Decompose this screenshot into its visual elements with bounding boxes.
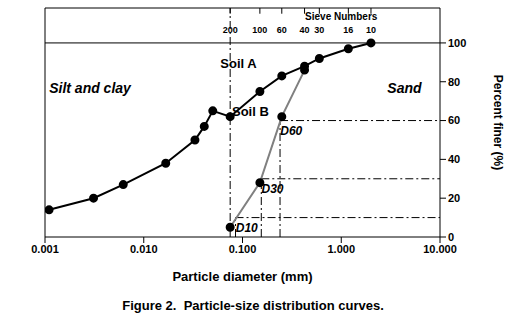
svg-text:20: 20 <box>448 192 460 204</box>
svg-text:10: 10 <box>366 25 376 35</box>
svg-text:40: 40 <box>448 153 460 165</box>
svg-text:60: 60 <box>448 114 460 126</box>
svg-text:0.010: 0.010 <box>130 243 158 255</box>
svg-text:80: 80 <box>448 76 460 88</box>
svg-text:Particle diameter (mm): Particle diameter (mm) <box>172 269 312 284</box>
svg-text:Soil B: Soil B <box>232 104 269 119</box>
svg-text:Sand: Sand <box>387 80 422 96</box>
svg-text:40: 40 <box>300 25 310 35</box>
svg-text:Silt and clay: Silt and clay <box>49 80 132 96</box>
svg-text:30: 30 <box>314 25 324 35</box>
svg-text:D30: D30 <box>262 182 284 196</box>
svg-text:Sieve Numbers: Sieve Numbers <box>305 11 378 22</box>
html-text:Figure 2. Particle-size distri: Figure 2. Particle-size distribution cur… <box>122 298 384 313</box>
svg-text:200: 200 <box>223 25 238 35</box>
svg-text:0: 0 <box>448 231 454 243</box>
svg-text:60: 60 <box>277 25 287 35</box>
svg-text:10.000: 10.000 <box>423 243 457 255</box>
svg-text:100: 100 <box>448 37 466 49</box>
svg-text:16: 16 <box>343 25 353 35</box>
svg-text:1.000: 1.000 <box>327 243 355 255</box>
svg-text:Percent finer (%): Percent finer (%) <box>491 75 498 170</box>
svg-text:0.001: 0.001 <box>31 243 59 255</box>
svg-text:D10: D10 <box>236 221 258 235</box>
svg-text:100: 100 <box>252 25 267 35</box>
svg-text:0.100: 0.100 <box>229 243 257 255</box>
svg-text:Soil A: Soil A <box>220 56 257 71</box>
svg-text:D60: D60 <box>280 124 302 138</box>
